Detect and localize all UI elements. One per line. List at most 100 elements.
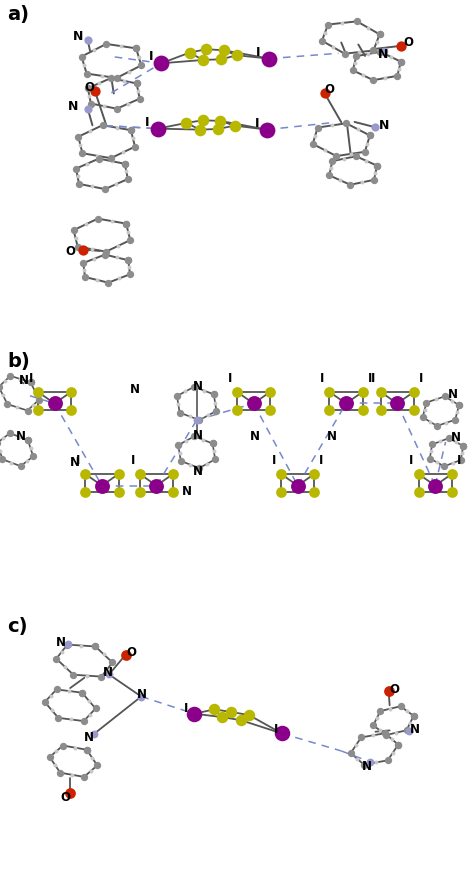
Point <box>341 48 348 62</box>
Point <box>373 159 381 173</box>
Point <box>237 713 245 727</box>
Point <box>64 638 72 652</box>
Point <box>121 157 128 171</box>
Text: I: I <box>130 454 135 467</box>
Point <box>410 386 418 400</box>
Point <box>204 409 212 423</box>
Point <box>426 452 434 466</box>
Point <box>83 157 91 171</box>
Point <box>455 399 463 413</box>
Point <box>199 114 207 128</box>
Point <box>67 403 75 417</box>
Point <box>137 59 145 73</box>
Point <box>174 439 182 453</box>
Point <box>157 57 165 71</box>
Point <box>448 468 456 481</box>
Point <box>71 740 79 754</box>
Text: I: I <box>228 372 232 385</box>
Point <box>263 123 271 137</box>
Point <box>83 68 91 82</box>
Point <box>455 399 463 413</box>
Point <box>433 456 441 470</box>
Point <box>124 173 132 187</box>
Point <box>383 728 390 742</box>
Text: N: N <box>137 687 147 700</box>
Point <box>169 468 177 481</box>
Point <box>458 447 466 461</box>
Point <box>389 746 397 760</box>
Text: O: O <box>60 790 71 803</box>
Point <box>125 261 133 275</box>
Point <box>93 274 100 288</box>
Point <box>445 432 453 446</box>
Point <box>405 724 412 738</box>
Point <box>449 456 456 470</box>
Point <box>88 181 96 195</box>
Point <box>457 454 465 468</box>
Point <box>388 733 395 746</box>
Point <box>101 183 109 197</box>
Point <box>95 77 103 91</box>
Point <box>83 669 91 683</box>
Point <box>109 656 116 670</box>
Point <box>27 441 34 455</box>
Point <box>265 53 273 67</box>
Point <box>359 403 366 417</box>
Point <box>441 390 448 404</box>
Point <box>92 701 100 715</box>
Point <box>233 50 241 63</box>
Point <box>387 50 394 64</box>
Text: c): c) <box>7 616 27 635</box>
Text: N: N <box>451 431 461 444</box>
Point <box>82 486 89 500</box>
Point <box>365 48 372 62</box>
Text: N: N <box>70 455 80 468</box>
Point <box>82 468 89 481</box>
Point <box>53 683 60 697</box>
Point <box>193 414 201 428</box>
Point <box>29 450 37 464</box>
Point <box>202 43 210 57</box>
Text: I: I <box>256 46 261 59</box>
Point <box>17 460 24 474</box>
Point <box>137 690 145 704</box>
Point <box>78 50 85 64</box>
Point <box>66 786 74 799</box>
Text: I: I <box>319 454 324 467</box>
Point <box>1 375 9 388</box>
Text: N: N <box>250 429 260 442</box>
Point <box>29 399 37 413</box>
Point <box>310 486 318 500</box>
Point <box>93 759 101 773</box>
Point <box>79 243 87 257</box>
Point <box>90 727 98 741</box>
Point <box>380 45 388 59</box>
Point <box>51 397 58 411</box>
Point <box>75 178 83 192</box>
Point <box>81 264 88 278</box>
Text: O: O <box>324 83 335 96</box>
Point <box>74 241 82 255</box>
Point <box>376 29 383 43</box>
Text: I: I <box>183 701 188 714</box>
Point <box>48 703 55 717</box>
Point <box>182 116 190 130</box>
Point <box>217 115 224 129</box>
Text: O: O <box>403 36 414 50</box>
Point <box>94 212 101 226</box>
Point <box>376 723 383 737</box>
Point <box>36 393 43 407</box>
Point <box>324 18 332 32</box>
Point <box>65 684 73 698</box>
Point <box>78 639 85 653</box>
Point <box>99 119 106 133</box>
Point <box>459 440 467 454</box>
Text: I: I <box>272 454 276 467</box>
Point <box>81 271 89 285</box>
Text: I: I <box>273 722 278 735</box>
Point <box>122 217 130 231</box>
Point <box>365 22 372 36</box>
Point <box>397 700 404 713</box>
Point <box>351 57 358 71</box>
Point <box>84 83 91 96</box>
